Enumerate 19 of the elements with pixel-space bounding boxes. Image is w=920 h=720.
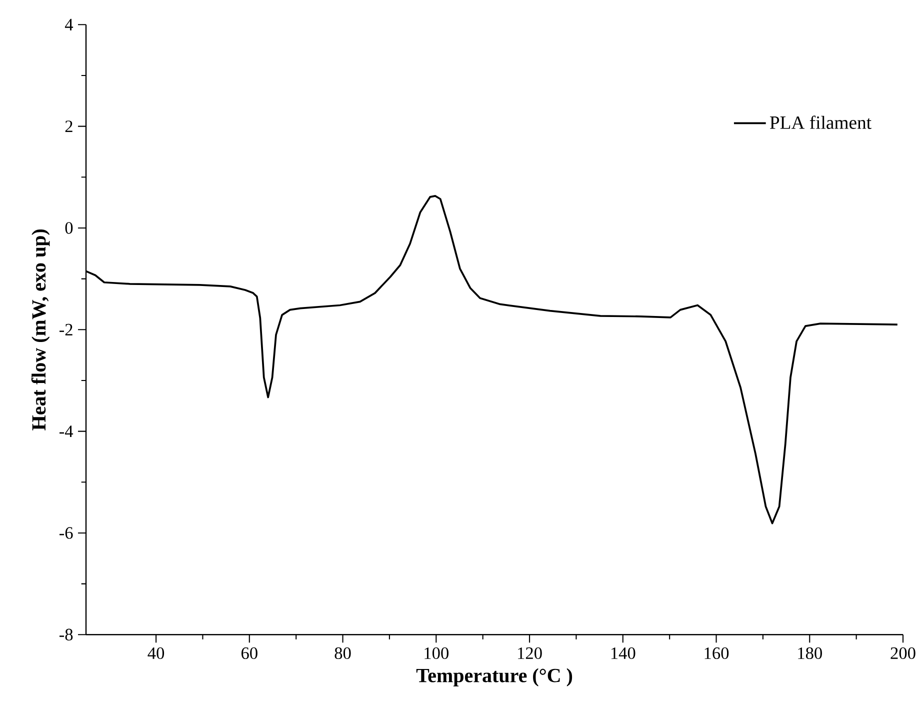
x-tick-label: 200 (890, 647, 916, 660)
x-tick-label: 180 (798, 647, 822, 660)
x-tick-label: 120 (518, 647, 542, 660)
y-tick-label: 4 (64, 18, 74, 30)
x-tick-label: 40 (148, 647, 164, 660)
x-tick-label: 160 (704, 647, 729, 660)
y-tick-label: 0 (65, 222, 73, 234)
y-tick-label: -8 (60, 628, 73, 640)
y-axis-title: Heat flow (mW, exo up) (31, 230, 50, 430)
x-tick-label: 80 (334, 647, 351, 660)
legend-label: PLA filament (770, 116, 872, 129)
x-tick-label: 140 (611, 647, 636, 660)
y-tick-label: 2 (65, 120, 72, 132)
y-tick-label: -6 (60, 527, 73, 539)
x-tick-label: 60 (241, 647, 258, 660)
x-tick-label: 100 (424, 647, 448, 660)
y-tick-label: -2 (60, 324, 72, 336)
y-tick-label: -4 (60, 426, 74, 438)
x-axis-title: Temperature (°C ) (416, 668, 572, 686)
